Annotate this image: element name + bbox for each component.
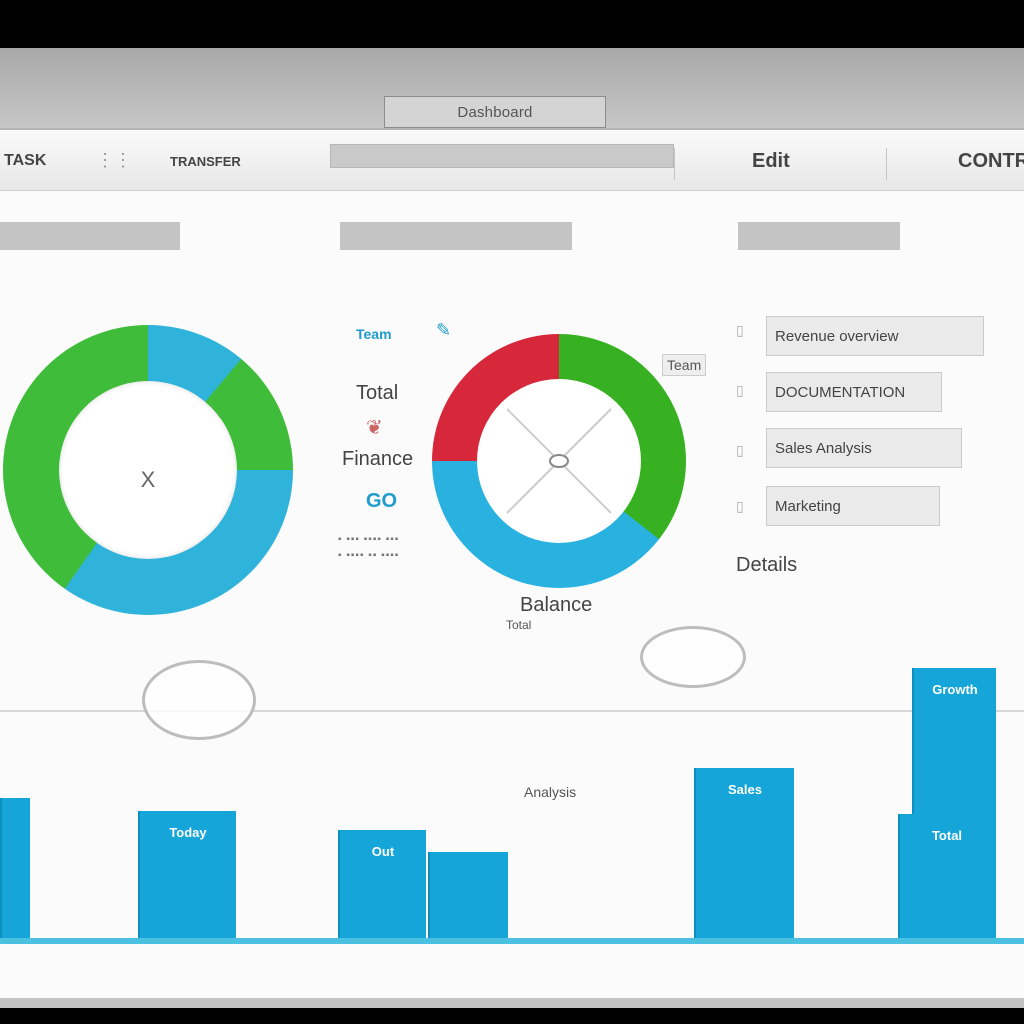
bar-label: Out [371,844,395,859]
panel-tab-center[interactable] [340,222,572,250]
monitor-bezel-top [0,0,1024,48]
grid-icon[interactable]: ⋮⋮ [96,150,132,170]
bar-label: Sales [728,782,762,797]
legend-team-right: Team [662,354,707,376]
desk-surface [0,998,1024,1008]
chart-center-label: Analysis [524,784,577,800]
document-icon: ▯ [736,382,744,398]
toolbar-item-transfer[interactable]: TRANSFER [170,154,241,169]
donut-hole [477,379,641,543]
document-icon: ▯ [736,322,744,338]
side-label-finance: Finance [342,448,414,470]
bar-label: Total [931,828,963,843]
search-input[interactable] [330,144,674,168]
chart-bar[interactable]: Today [138,811,236,938]
toolbar-item-edit[interactable]: Edit [752,150,790,172]
close-icon: X [140,467,156,492]
callout-bubble [142,660,256,740]
side-note: ▪ ▪▪▪▪ ▪▪ ▪▪▪▪ [338,550,400,561]
document-icon: ▯ [736,442,744,458]
toolbar-item-task[interactable]: TASK [4,152,47,169]
list-item[interactable]: Sales Analysis [766,428,962,468]
bar-chart: Analysis Today Out Sales Growth Total [0,626,1024,980]
chart-bar[interactable] [428,852,508,938]
donut-chart-left[interactable]: X [3,325,293,615]
chart-bar[interactable]: Total [898,814,994,938]
side-note: ▪ ▪▪▪ ▪▪▪▪ ▪▪▪ [338,534,400,545]
callout-bubble [640,626,746,688]
donut-chart-center[interactable] [432,334,686,588]
chart-baseline [0,938,1024,944]
panel-tab-left[interactable] [0,222,180,250]
monitor-bezel-bottom [0,1008,1024,1024]
document-icon: ▯ [736,498,744,514]
dashboard-canvas: TASK ⋮⋮ TRANSFER Edit CONTRA X Team ✎ To… [0,130,1024,1008]
gridline [0,710,1024,712]
side-label-total: Total [356,382,399,404]
bar-label: Today [169,825,207,840]
screen: Dashboard TASK ⋮⋮ TRANSFER Edit CONTRA X… [0,48,1024,1008]
toolbar-divider [674,148,675,180]
chart-bar[interactable] [0,798,30,938]
legend-team: Team [356,326,392,342]
toolbar: TASK ⋮⋮ TRANSFER Edit CONTRA [0,130,1024,191]
toolbar-divider [886,148,887,180]
window-title: Dashboard [384,96,606,128]
donut-caption: Balance [520,594,593,616]
bar-label: Growth [932,682,978,697]
list-item[interactable]: Marketing [766,486,940,526]
pin-icon: ✎ [436,320,452,340]
donut-hole: X [59,381,237,559]
donut-caption-sub: Total [506,618,532,632]
chart-bar[interactable]: Out [338,830,426,938]
heart-icon: ❦ [366,417,383,439]
chart-bar[interactable]: Sales [694,768,794,938]
list-item[interactable]: DOCUMENTATION [766,372,942,412]
toolbar-item-contra[interactable]: CONTRA [958,150,1024,172]
panel-tab-right[interactable] [738,222,900,250]
list-item[interactable]: Revenue overview [766,316,984,356]
list-footer: Details [736,554,798,576]
side-label-go: GO [366,490,398,512]
crosshair-icon [506,408,612,514]
window-header: Dashboard [0,48,1024,128]
